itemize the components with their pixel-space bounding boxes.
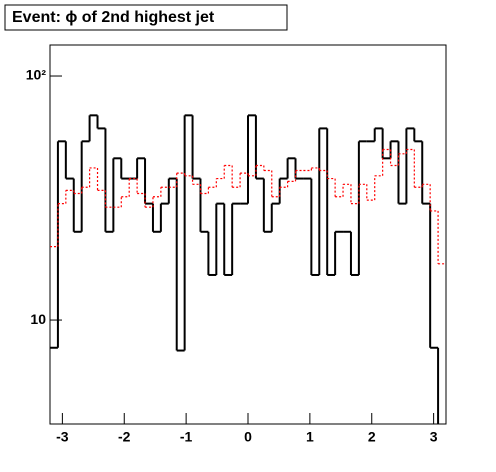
x-tick-label: 2 [368,429,376,445]
x-tick-label: -2 [118,429,131,445]
x-tick-label: -3 [56,429,69,445]
plot-area [50,114,446,424]
plot-frame [49,44,447,425]
x-tick-label: 0 [244,429,252,445]
x-tick-label: 1 [306,429,314,445]
y-tick-label: 10² [26,67,47,83]
x-tick-label: 3 [430,429,438,445]
title-box [4,4,288,31]
chart-title: Event: ϕ of 2nd highest jet [12,9,215,26]
x-tick-label: -1 [180,429,193,445]
y-tick-label: 10 [30,311,46,327]
